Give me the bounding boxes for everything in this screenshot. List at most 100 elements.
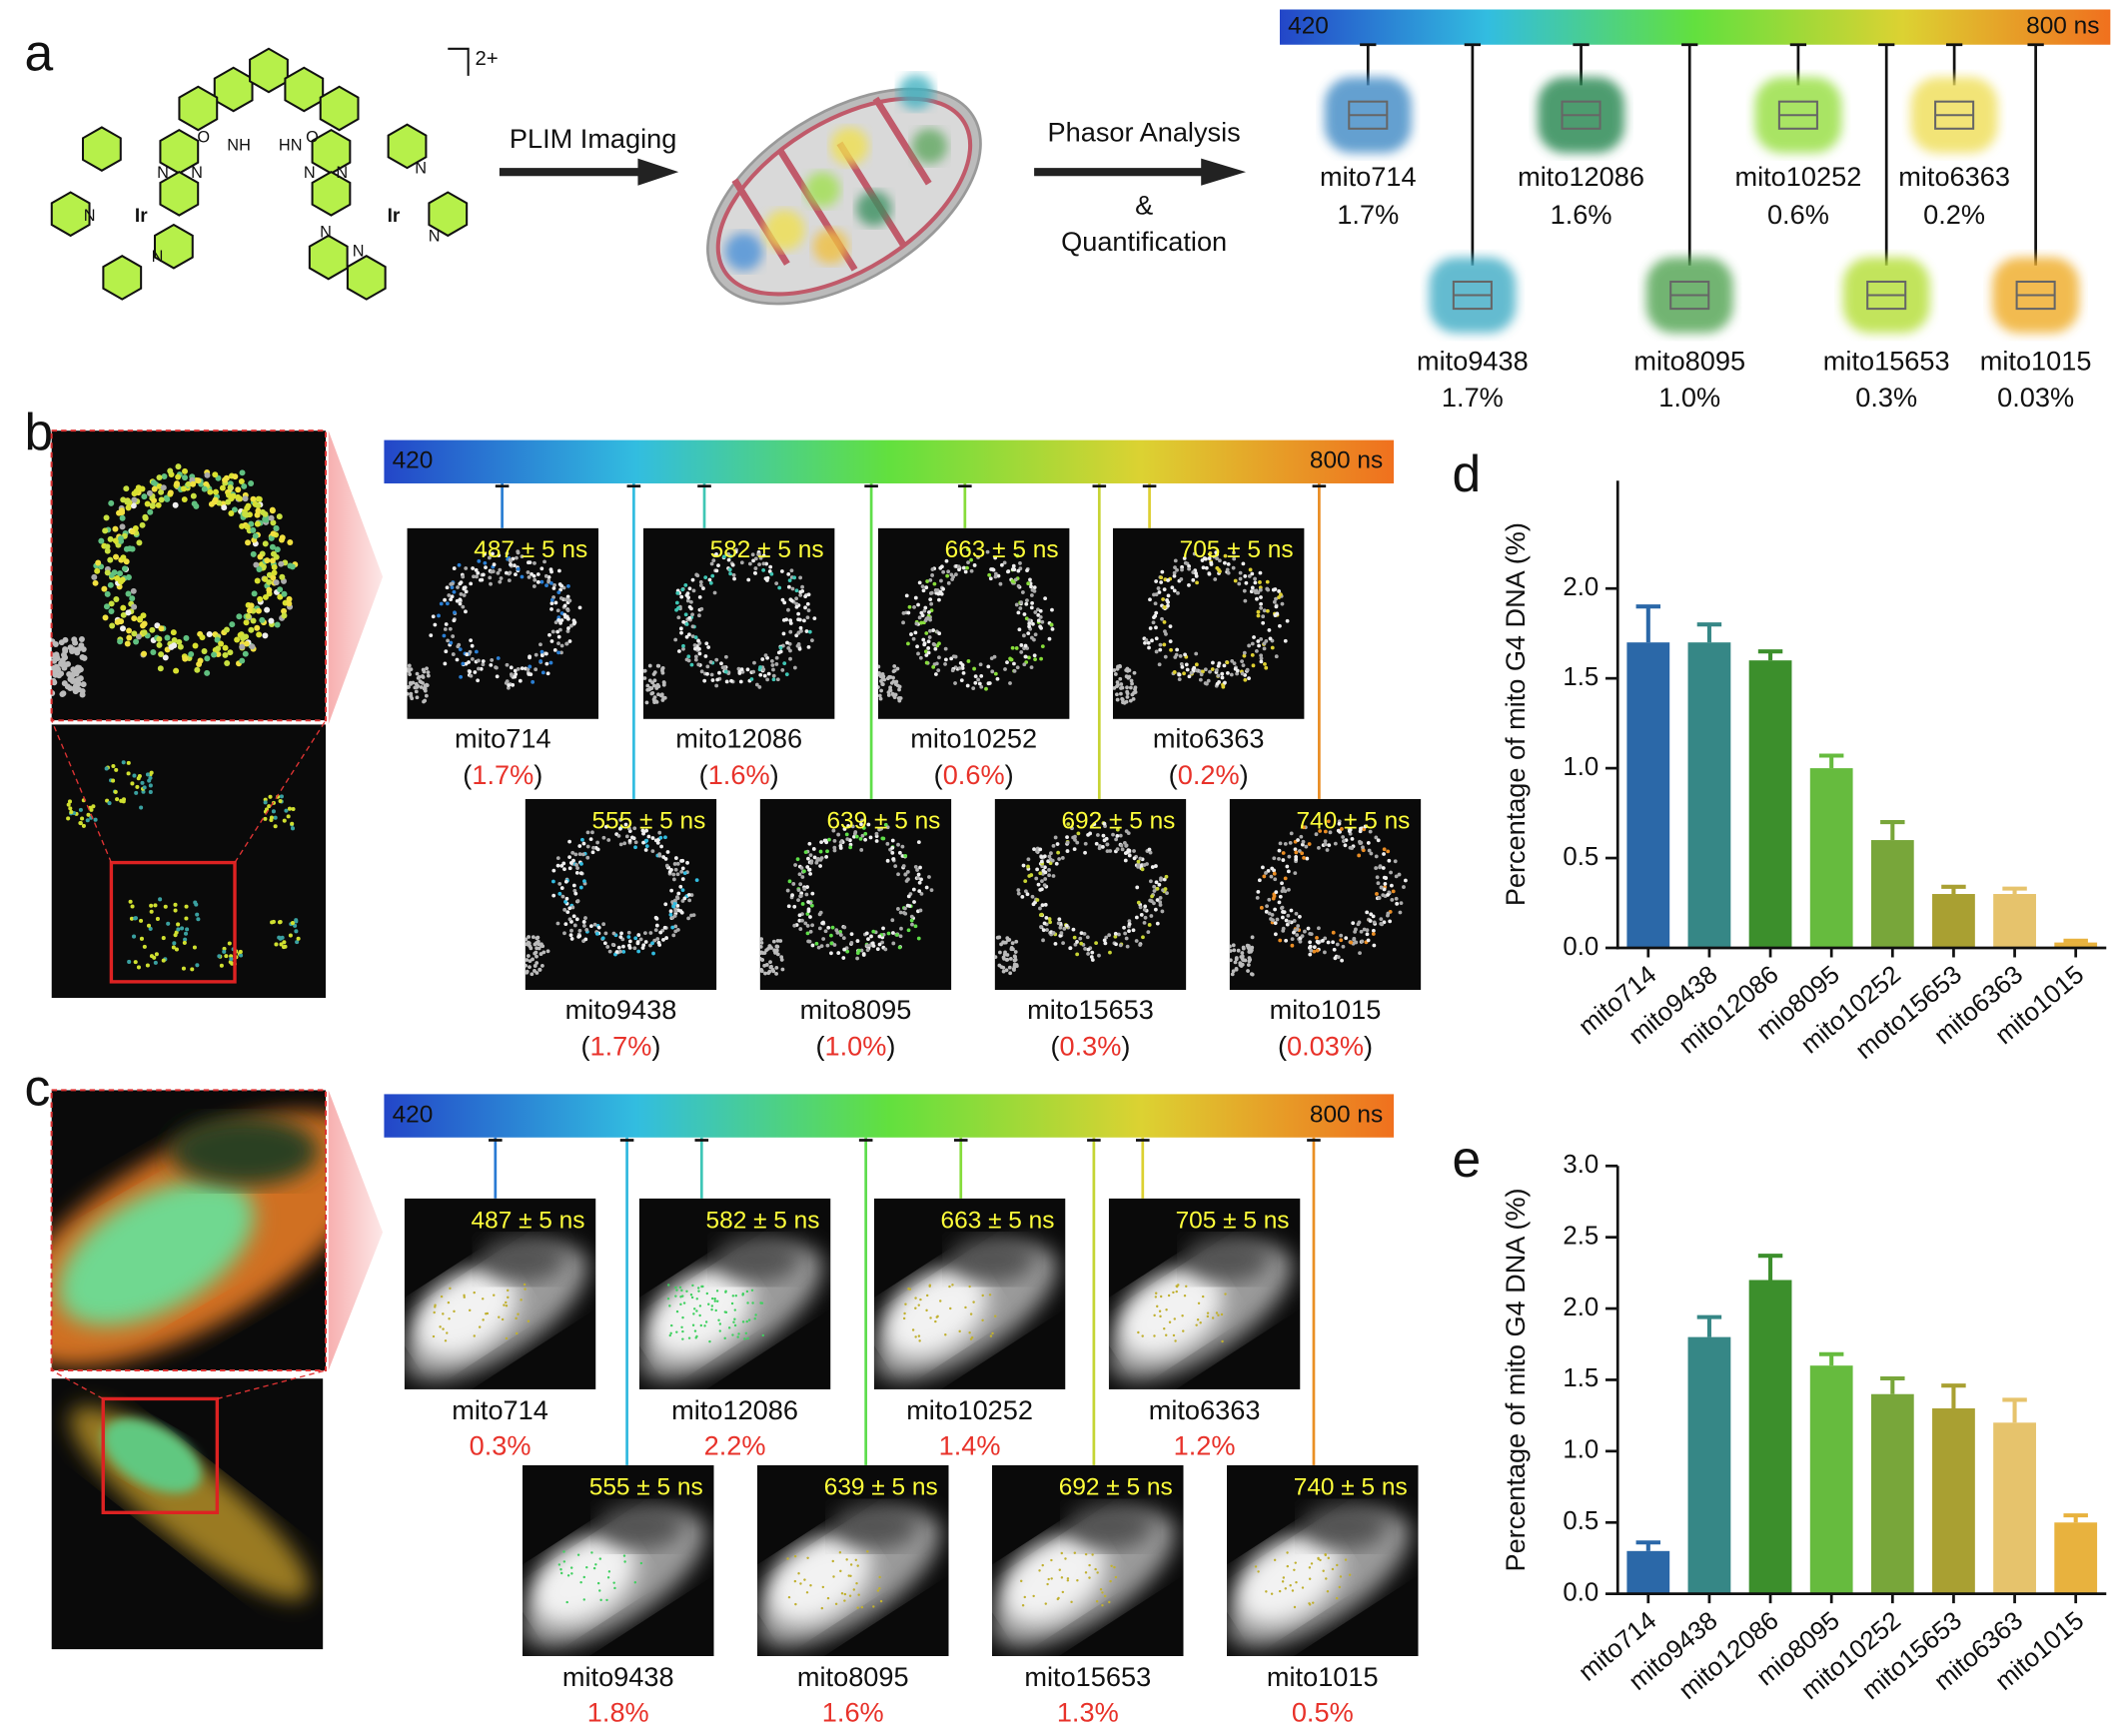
image-name: mito15653: [1024, 1661, 1151, 1692]
image-dot: [1229, 949, 1233, 953]
image-dot: [1143, 915, 1148, 920]
image-dot: [805, 931, 810, 936]
image-dot: [1281, 886, 1286, 891]
image-dot: [1348, 1573, 1352, 1576]
image-dot: [710, 573, 715, 578]
image-dot: [781, 631, 786, 636]
image-dot: [1332, 947, 1337, 952]
image-dot: [1014, 963, 1019, 967]
image-dot: [1172, 1333, 1176, 1337]
image-dot: [1007, 965, 1012, 970]
image-dot: [1155, 1304, 1159, 1308]
image-dot: [183, 931, 189, 936]
image-dot: [1059, 931, 1064, 935]
image-name: mito15653: [1027, 994, 1154, 1025]
image-dot: [426, 673, 431, 678]
image-dot: [491, 551, 495, 556]
image-dot: [495, 674, 500, 679]
image-dot: [963, 569, 968, 574]
image-dot: [470, 643, 475, 648]
image-dot: [917, 615, 922, 620]
image-dot: [675, 903, 680, 908]
y-tick-label: 1.0: [1563, 753, 1598, 781]
image-dot: [961, 671, 966, 675]
image-dot: [505, 1336, 509, 1340]
image-dot: [497, 553, 502, 558]
image-dot: [622, 841, 627, 846]
image-dot: [244, 504, 251, 511]
image-dot: [921, 588, 926, 593]
image-dot: [458, 581, 463, 586]
image-dot: [287, 806, 292, 811]
image-dot: [903, 872, 908, 877]
image-dot: [714, 1308, 717, 1312]
image-dot: [271, 809, 276, 814]
image-dot: [563, 899, 567, 904]
image-dot: [1019, 650, 1024, 654]
image-dot: [1323, 936, 1328, 941]
image-dot: [829, 933, 833, 938]
image-dot: [769, 571, 774, 576]
image-dot: [1333, 956, 1338, 961]
image-dot: [479, 666, 484, 671]
image-background: [407, 527, 599, 719]
image-dot: [990, 567, 995, 571]
image-dot: [1016, 583, 1021, 588]
image-dot: [686, 892, 691, 897]
image-dot: [644, 828, 649, 833]
image-dot: [842, 947, 847, 952]
image-dot: [1017, 627, 1022, 632]
image-dot: [886, 693, 891, 697]
image-dot: [496, 570, 501, 575]
image-dot: [121, 565, 128, 572]
image-dot: [116, 509, 123, 516]
image-dot: [1091, 1553, 1094, 1556]
image-dot: [675, 590, 680, 595]
image-dot: [825, 943, 830, 948]
image-dot: [1277, 595, 1281, 600]
image-dot: [916, 840, 921, 845]
image-dot: [675, 1289, 678, 1292]
image-dot: [476, 678, 481, 683]
image-dot: [559, 1571, 563, 1575]
image-dot: [501, 1317, 505, 1321]
molecule-atom: N: [336, 164, 348, 182]
image-dot: [1262, 608, 1267, 613]
image-dot: [657, 830, 662, 835]
image-dot: [679, 859, 683, 863]
image-dot: [909, 914, 914, 919]
image-dot: [1136, 864, 1140, 869]
image-dot: [478, 1325, 482, 1328]
image-dot: [914, 1306, 917, 1310]
image-dot: [1115, 680, 1120, 684]
image-dot: [933, 588, 938, 592]
colorbar-min: 420: [1288, 13, 1329, 40]
image-dot: [969, 1312, 973, 1315]
image-dot: [511, 682, 516, 687]
image-dot: [70, 666, 77, 673]
image-dot: [1036, 618, 1041, 623]
image-dot: [879, 826, 883, 831]
image-dot: [956, 564, 961, 569]
image-dot: [549, 639, 554, 643]
image-dot: [1173, 1317, 1176, 1320]
image-dot: [627, 943, 631, 948]
image-dot: [1178, 653, 1183, 658]
image-dot: [606, 1576, 610, 1579]
image-dot: [603, 824, 608, 829]
image-dot: [1315, 935, 1319, 940]
molecule-ring: [319, 85, 360, 132]
image-dot: [1172, 573, 1177, 578]
image-dot: [606, 838, 611, 842]
image-dot: [715, 1290, 719, 1293]
image-dot: [723, 1310, 727, 1313]
image-dot: [423, 698, 428, 703]
lifetime-label: 555 ± 5 ns: [589, 1473, 703, 1500]
lifetime-label: 663 ± 5 ns: [941, 1207, 1055, 1234]
image-dot: [971, 686, 976, 691]
spot: [812, 229, 849, 265]
image-dot: [906, 610, 911, 615]
image-dot: [944, 558, 949, 563]
image-dot: [1350, 846, 1355, 851]
image-dot: [1232, 556, 1237, 561]
